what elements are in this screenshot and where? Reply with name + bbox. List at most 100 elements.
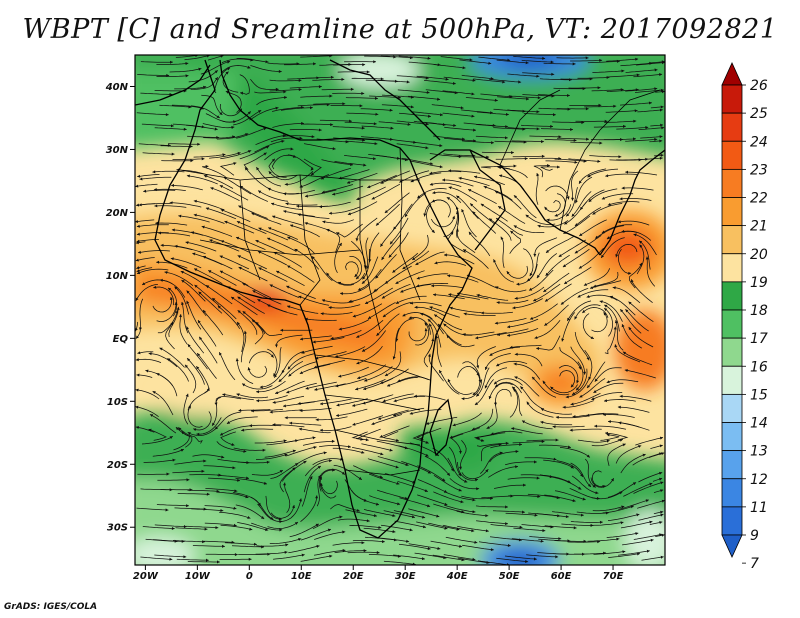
streamline [202, 309, 224, 336]
streamline-arrow [393, 413, 397, 417]
streamline-arrow [513, 225, 517, 229]
streamline-arrow [237, 478, 240, 482]
streamline [193, 154, 226, 158]
streamline [203, 136, 236, 139]
streamline-arrow [507, 333, 511, 337]
streamline [347, 551, 380, 554]
streamline-arrow [206, 55, 210, 58]
streamline [621, 187, 654, 191]
streamline [459, 59, 492, 64]
streamline [536, 513, 569, 518]
streamline-arrow [348, 299, 352, 303]
streamline [429, 153, 462, 158]
streamline [462, 361, 481, 383]
streamline-arrow [527, 278, 531, 282]
streamline-arrow [272, 423, 276, 427]
streamline-arrow [238, 266, 242, 270]
streamline [154, 524, 187, 528]
streamline-arrow [594, 378, 598, 382]
streamline-arrow [447, 274, 451, 278]
streamline-arrow [317, 466, 321, 469]
streamline [394, 520, 427, 528]
streamline [220, 209, 251, 223]
streamline-arrow [505, 505, 508, 509]
streamline [187, 427, 218, 436]
streamline-arrow [422, 525, 426, 529]
streamline-arrow [390, 126, 394, 130]
streamline-arrow [165, 508, 169, 512]
streamline-arrow [506, 271, 510, 275]
streamline [233, 109, 262, 126]
streamline-arrow [604, 308, 608, 312]
streamline-arrow [583, 283, 588, 286]
streamline-arrow [649, 482, 653, 486]
streamline [605, 110, 638, 113]
streamline-arrow [453, 123, 457, 127]
streamline [287, 265, 315, 283]
streamline [457, 228, 476, 254]
streamline-arrow [447, 379, 451, 383]
streamline-arrow [472, 78, 476, 82]
streamline-arrow [571, 197, 575, 201]
streamline [220, 431, 236, 446]
streamline [571, 170, 579, 201]
streamline [527, 493, 560, 499]
streamline-arrow [299, 498, 302, 502]
streamline [586, 413, 619, 417]
streamline [319, 476, 337, 499]
streamline [269, 409, 302, 413]
streamline [154, 127, 187, 130]
streamline-arrow [513, 362, 517, 366]
streamline-arrow [342, 530, 346, 534]
streamline [136, 112, 169, 116]
streamline-arrow [320, 176, 325, 180]
streamline [507, 109, 540, 113]
streamline-arrow [459, 544, 463, 548]
streamline [312, 516, 343, 530]
streamline-arrow [602, 485, 606, 488]
streamline [344, 121, 377, 125]
streamline [493, 127, 526, 130]
streamline [497, 205, 526, 224]
streamline [186, 175, 218, 185]
colorbar-label: 19 [750, 275, 768, 291]
streamline [432, 191, 462, 204]
streamline [289, 523, 319, 538]
streamline [529, 536, 562, 540]
streamline [330, 330, 362, 340]
streamline [593, 551, 626, 555]
streamline [368, 473, 400, 485]
streamline-arrow [632, 482, 637, 486]
streamline-arrow [489, 218, 493, 222]
streamline-arrow [356, 361, 360, 365]
streamline-arrow [630, 279, 634, 283]
streamline-arrow [371, 422, 375, 425]
streamline-arrow [505, 136, 508, 140]
streamline [178, 427, 203, 444]
streamline [458, 177, 490, 187]
colorbar-label: 26 [750, 78, 768, 94]
streamline-arrow [427, 319, 431, 323]
streamline [269, 79, 302, 82]
streamline [558, 365, 579, 384]
streamline [426, 204, 435, 234]
streamline-arrow [472, 498, 476, 502]
streamline-arrow [336, 413, 339, 417]
streamline [192, 454, 225, 458]
streamline [219, 511, 251, 519]
streamline [408, 543, 441, 550]
streamline-arrow [234, 489, 238, 493]
streamline-arrow [319, 428, 323, 432]
streamline-arrow [194, 268, 198, 272]
streamline-arrow [360, 437, 364, 441]
streamline-arrow [586, 413, 590, 417]
streamline [177, 493, 210, 495]
streamline [476, 124, 509, 128]
streamline-arrow [659, 135, 663, 139]
streamline [556, 460, 584, 478]
streamline [159, 104, 192, 108]
streamline [369, 232, 380, 263]
streamline-arrow [332, 468, 336, 472]
streamline-arrow [605, 431, 608, 435]
streamline-arrow [439, 165, 443, 169]
